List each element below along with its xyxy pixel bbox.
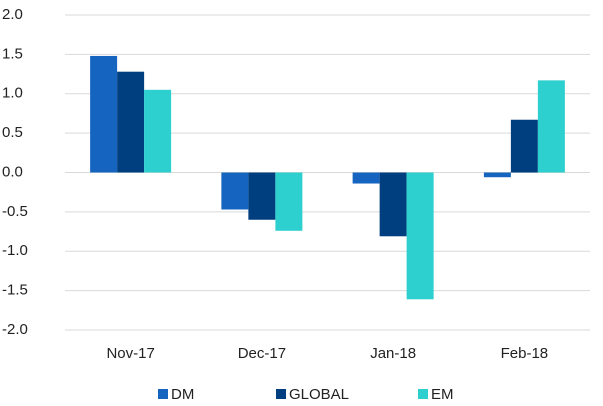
bar	[248, 172, 276, 220]
y-tick-label: -1.0	[2, 242, 28, 259]
y-tick-label: -1.5	[2, 282, 28, 299]
y-tick-label: 2.0	[2, 6, 23, 23]
legend-label: GLOBAL	[289, 386, 349, 403]
bar	[275, 172, 303, 231]
bar	[406, 172, 434, 300]
x-tick-label: Jan-18	[370, 345, 416, 362]
y-tick-label: 1.5	[2, 45, 23, 62]
bar	[221, 172, 249, 210]
legend-label: DM	[171, 386, 194, 403]
x-tick-label: Dec-17	[238, 345, 286, 362]
y-tick-label: -0.5	[2, 203, 28, 220]
bar	[379, 172, 407, 237]
legend-label: EM	[431, 386, 454, 403]
bar	[90, 55, 118, 173]
bar	[537, 80, 565, 173]
x-tick-label: Feb-18	[501, 345, 549, 362]
bar	[510, 119, 538, 173]
legend-swatch	[158, 389, 168, 399]
y-tick-label: -2.0	[2, 321, 28, 338]
bar	[117, 71, 145, 173]
legend-swatch	[276, 389, 286, 399]
y-tick-label: 0.0	[2, 163, 23, 180]
legend-swatch	[418, 389, 428, 399]
bar	[144, 89, 172, 173]
x-tick-label: Nov-17	[106, 345, 154, 362]
y-tick-label: 0.5	[2, 124, 23, 141]
y-tick-label: 1.0	[2, 85, 23, 102]
bar	[352, 172, 380, 184]
bar	[483, 172, 511, 178]
